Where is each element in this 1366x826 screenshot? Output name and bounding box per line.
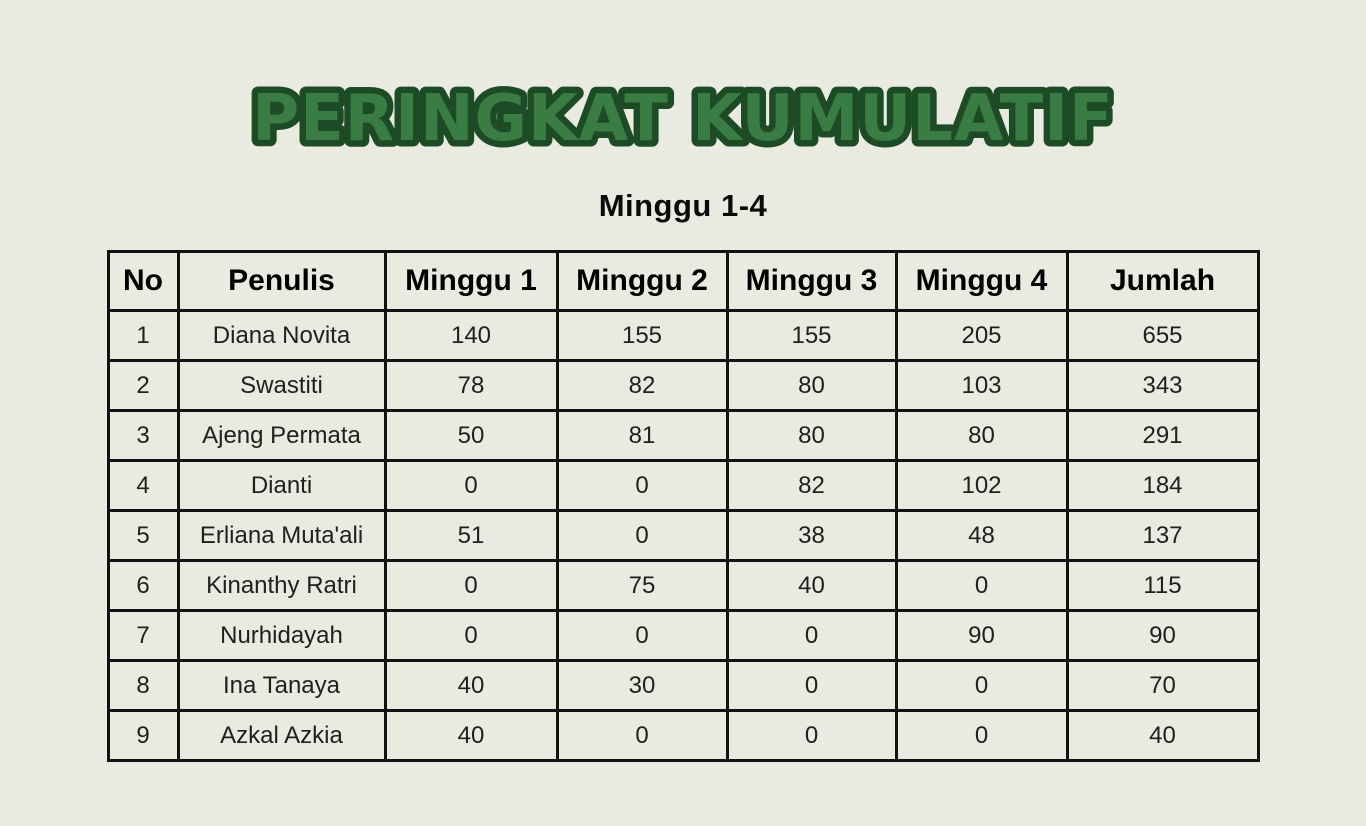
minggu-4-value: 0 (894, 709, 1069, 762)
minggu-3-value: 82 (725, 459, 898, 512)
title-bubble-art: PERINGKAT KUMULATIF (246, 76, 1120, 163)
minggu-3-value: 0 (725, 709, 898, 762)
table-row: 5 Erliana Muta'ali 51 0 38 48 137 (106, 509, 1260, 562)
penulis-name: Ajeng Permata (176, 409, 387, 462)
table-row: 3 Ajeng Permata 50 81 80 80 291 (106, 409, 1260, 462)
title-banner: PERINGKAT KUMULATIF (0, 58, 1366, 176)
table-body: 1 Diana Novita 140 155 155 205 655 2 Swastiti 78 8… (106, 309, 1260, 762)
penulis-name: Diana Novita (176, 309, 387, 362)
minggu-3-value: 80 (725, 409, 898, 462)
penulis-name: Azkal Azkia (176, 709, 387, 762)
jumlah-value: 184 (1065, 459, 1260, 512)
minggu-2-value: 30 (555, 659, 729, 712)
header-minggu-3: Minggu 3 (725, 250, 898, 312)
minggu-4-value: 103 (894, 359, 1069, 412)
table-row: 8 Ina Tanaya 40 30 0 0 70 (106, 659, 1260, 712)
row-number: 4 (106, 459, 180, 512)
table-row: 2 Swastiti 78 82 80 103 343 (106, 359, 1260, 412)
table-row: 9 Azkal Azkia 40 0 0 0 40 (106, 709, 1260, 762)
table-row: 6 Kinanthy Ratri 0 75 40 0 115 (106, 559, 1260, 612)
minggu-4-value: 90 (894, 609, 1069, 662)
minggu-4-value: 102 (894, 459, 1069, 512)
minggu-2-value: 81 (555, 409, 729, 462)
penulis-name: Dianti (176, 459, 387, 512)
jumlah-value: 343 (1065, 359, 1260, 412)
jumlah-value: 90 (1065, 609, 1260, 662)
minggu-3-value: 40 (725, 559, 898, 612)
jumlah-value: 137 (1065, 509, 1260, 562)
page: PERINGKAT KUMULATIF Minggu 1-4 No Penuli… (0, 58, 1366, 762)
jumlah-value: 40 (1065, 709, 1260, 762)
row-number: 1 (106, 309, 180, 362)
penulis-name: Erliana Muta'ali (176, 509, 387, 562)
jumlah-value: 115 (1065, 559, 1260, 612)
row-number: 8 (106, 659, 180, 712)
minggu-1-value: 140 (383, 309, 559, 362)
minggu-1-value: 51 (383, 509, 559, 562)
jumlah-value: 655 (1065, 309, 1260, 362)
table-row: 4 Dianti 0 0 82 102 184 (106, 459, 1260, 512)
minggu-4-value: 0 (894, 559, 1069, 612)
minggu-1-value: 40 (383, 659, 559, 712)
jumlah-value: 291 (1065, 409, 1260, 462)
row-number: 2 (106, 359, 180, 412)
minggu-3-value: 80 (725, 359, 898, 412)
minggu-2-value: 155 (555, 309, 729, 362)
header-jumlah: Jumlah (1065, 250, 1260, 312)
header-minggu-4: Minggu 4 (894, 250, 1069, 312)
minggu-1-value: 40 (383, 709, 559, 762)
row-number: 7 (106, 609, 180, 662)
minggu-3-value: 0 (725, 609, 898, 662)
minggu-2-value: 0 (555, 709, 729, 762)
header-penulis: Penulis (176, 250, 387, 312)
table-row: 7 Nurhidayah 0 0 0 90 90 (106, 609, 1260, 662)
page-subtitle: Minggu 1-4 (598, 188, 768, 223)
page-title: PERINGKAT KUMULATIF (252, 82, 1114, 156)
minggu-4-value: 48 (894, 509, 1069, 562)
minggu-2-value: 75 (555, 559, 729, 612)
header-no: No (106, 250, 180, 312)
minggu-2-value: 0 (555, 609, 729, 662)
header-minggu-1: Minggu 1 (383, 250, 559, 312)
header-minggu-2: Minggu 2 (555, 250, 729, 312)
minggu-4-value: 205 (894, 309, 1069, 362)
minggu-1-value: 78 (383, 359, 559, 412)
row-number: 5 (106, 509, 180, 562)
minggu-2-value: 82 (555, 359, 729, 412)
minggu-4-value: 80 (894, 409, 1069, 462)
penulis-name: Swastiti (176, 359, 387, 412)
table-row: 1 Diana Novita 140 155 155 205 655 (106, 309, 1260, 362)
row-number: 9 (106, 709, 180, 762)
minggu-1-value: 0 (383, 459, 559, 512)
minggu-4-value: 0 (894, 659, 1069, 712)
ranking-table: No Penulis Minggu 1 Minggu 2 Minggu 3 Mi… (106, 250, 1260, 762)
penulis-name: Kinanthy Ratri (176, 559, 387, 612)
jumlah-value: 70 (1065, 659, 1260, 712)
minggu-1-value: 50 (383, 409, 559, 462)
minggu-3-value: 38 (725, 509, 898, 562)
penulis-name: Ina Tanaya (176, 659, 387, 712)
row-number: 6 (106, 559, 180, 612)
minggu-1-value: 0 (383, 559, 559, 612)
penulis-name: Nurhidayah (176, 609, 387, 662)
table-header-row: No Penulis Minggu 1 Minggu 2 Minggu 3 Mi… (106, 250, 1260, 312)
minggu-2-value: 0 (555, 509, 729, 562)
minggu-2-value: 0 (555, 459, 729, 512)
row-number: 3 (106, 409, 180, 462)
minggu-3-value: 155 (725, 309, 898, 362)
minggu-3-value: 0 (725, 659, 898, 712)
minggu-1-value: 0 (383, 609, 559, 662)
